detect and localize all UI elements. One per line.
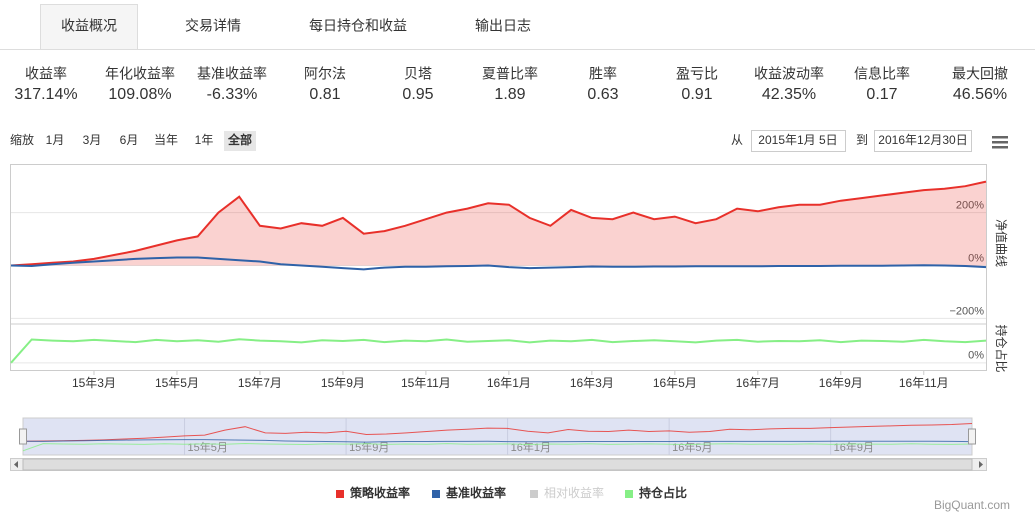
zoom-button-bg bbox=[224, 131, 256, 151]
zoom-button[interactable]: 1月 bbox=[46, 133, 65, 147]
metric-value: 0.17 bbox=[866, 86, 897, 103]
x-tick-label: 15年7月 bbox=[238, 376, 282, 390]
zoom-label: 缩放 bbox=[10, 132, 34, 147]
navigator-tick-label: 16年9月 bbox=[834, 440, 874, 454]
navigator-handle[interactable] bbox=[19, 428, 27, 445]
metric-name: 收益率 bbox=[25, 66, 67, 82]
zoom-button[interactable]: 6月 bbox=[120, 133, 139, 147]
active-tab-box bbox=[40, 4, 138, 50]
metric-name: 最大回撤 bbox=[952, 66, 1008, 82]
navigator-line bbox=[22, 439, 973, 443]
navigator-tick-label: 16年5月 bbox=[672, 440, 712, 454]
series-line bbox=[10, 180, 987, 267]
legend-swatch bbox=[530, 490, 538, 498]
navigator-handle[interactable] bbox=[968, 428, 976, 445]
legend-swatch bbox=[336, 490, 344, 498]
to-input[interactable] bbox=[874, 130, 972, 152]
navigator-tick-label: 15年5月 bbox=[188, 440, 228, 454]
from-label: 从 bbox=[731, 133, 743, 147]
metric-name: 夏普比率 bbox=[482, 66, 538, 82]
metric-value: 0.91 bbox=[681, 86, 712, 103]
scroll-right-arrow[interactable] bbox=[979, 461, 983, 468]
from-input[interactable] bbox=[751, 130, 846, 152]
to-date: 2016年12月30日 bbox=[878, 133, 967, 147]
legend-label[interactable]: 策略收益率 bbox=[350, 485, 410, 500]
metric-name: 基准收益率 bbox=[197, 66, 267, 82]
metric-name: 胜率 bbox=[589, 66, 617, 82]
menu-icon[interactable] bbox=[992, 136, 1008, 149]
series-area bbox=[11, 181, 986, 266]
x-tick-label: 16年3月 bbox=[570, 376, 614, 390]
y-tick-label: −200% bbox=[949, 305, 984, 317]
metric-value: 317.14% bbox=[14, 86, 77, 103]
x-tick-label: 16年9月 bbox=[819, 376, 863, 390]
tab[interactable]: 输出日志 bbox=[475, 18, 531, 34]
chart-frame bbox=[10, 164, 987, 371]
metric-name: 贝塔 bbox=[404, 66, 432, 82]
legend-label[interactable]: 相对收益率 bbox=[544, 485, 604, 500]
x-tick-label: 15年11月 bbox=[401, 376, 451, 390]
y-tick-label: 0% bbox=[968, 252, 984, 264]
watermark: BigQuant.com bbox=[934, 498, 1010, 512]
y-axis-label: 净值曲线 bbox=[994, 219, 1009, 267]
zoom-button[interactable]: 全部 bbox=[227, 132, 252, 147]
legend-swatch bbox=[625, 490, 633, 498]
metric-value: -6.33% bbox=[207, 86, 258, 103]
metric-value: 1.89 bbox=[494, 86, 525, 103]
metric-name: 收益波动率 bbox=[754, 66, 824, 82]
scrollbar-thumb[interactable] bbox=[22, 458, 973, 471]
y-axis-label: 持仓占比 bbox=[994, 324, 1009, 372]
tab[interactable]: 收益概况 bbox=[61, 18, 117, 34]
metric-value: 0.95 bbox=[402, 86, 433, 103]
x-tick-label: 16年5月 bbox=[653, 376, 697, 390]
metric-value: 109.08% bbox=[108, 86, 171, 103]
zoom-button[interactable]: 1年 bbox=[195, 133, 214, 147]
zoom-button[interactable]: 3月 bbox=[83, 133, 102, 147]
x-tick-label: 15年3月 bbox=[72, 376, 116, 390]
metric-value: 0.81 bbox=[309, 86, 340, 103]
tab[interactable]: 交易详情 bbox=[185, 18, 241, 34]
legend-label[interactable]: 基准收益率 bbox=[445, 485, 506, 500]
navigator-tick-label: 16年1月 bbox=[511, 440, 551, 454]
metric-value: 46.56% bbox=[953, 86, 1007, 103]
y-tick-label: 0% bbox=[968, 350, 984, 362]
navigator-line bbox=[22, 442, 973, 452]
x-tick-label: 16年11月 bbox=[899, 376, 949, 390]
series-line bbox=[10, 338, 987, 364]
x-tick-label: 15年9月 bbox=[321, 376, 365, 390]
x-tick-label: 16年1月 bbox=[487, 376, 531, 390]
tab[interactable]: 每日持仓和收益 bbox=[309, 18, 407, 34]
metric-name: 阿尔法 bbox=[304, 66, 346, 82]
metric-name: 年化收益率 bbox=[105, 66, 175, 82]
zoom-button[interactable]: 当年 bbox=[154, 133, 178, 147]
metric-name: 盈亏比 bbox=[676, 66, 718, 82]
x-tick-label: 16年7月 bbox=[736, 376, 780, 390]
legend-swatch bbox=[432, 490, 440, 498]
metric-value: 42.35% bbox=[762, 86, 816, 103]
x-tick-label: 15年5月 bbox=[155, 376, 199, 390]
navigator-line bbox=[22, 423, 973, 442]
scroll-left-arrow[interactable] bbox=[14, 461, 18, 468]
navigator-bg bbox=[22, 417, 973, 456]
series-line bbox=[10, 256, 987, 271]
metric-name: 信息比率 bbox=[854, 66, 910, 82]
legend-label[interactable]: 持仓占比 bbox=[639, 485, 687, 500]
to-label: 到 bbox=[856, 133, 868, 147]
y-tick-label: 200% bbox=[956, 199, 984, 211]
from-date: 2015年1月 5日 bbox=[758, 133, 837, 147]
metric-value: 0.63 bbox=[587, 86, 618, 103]
